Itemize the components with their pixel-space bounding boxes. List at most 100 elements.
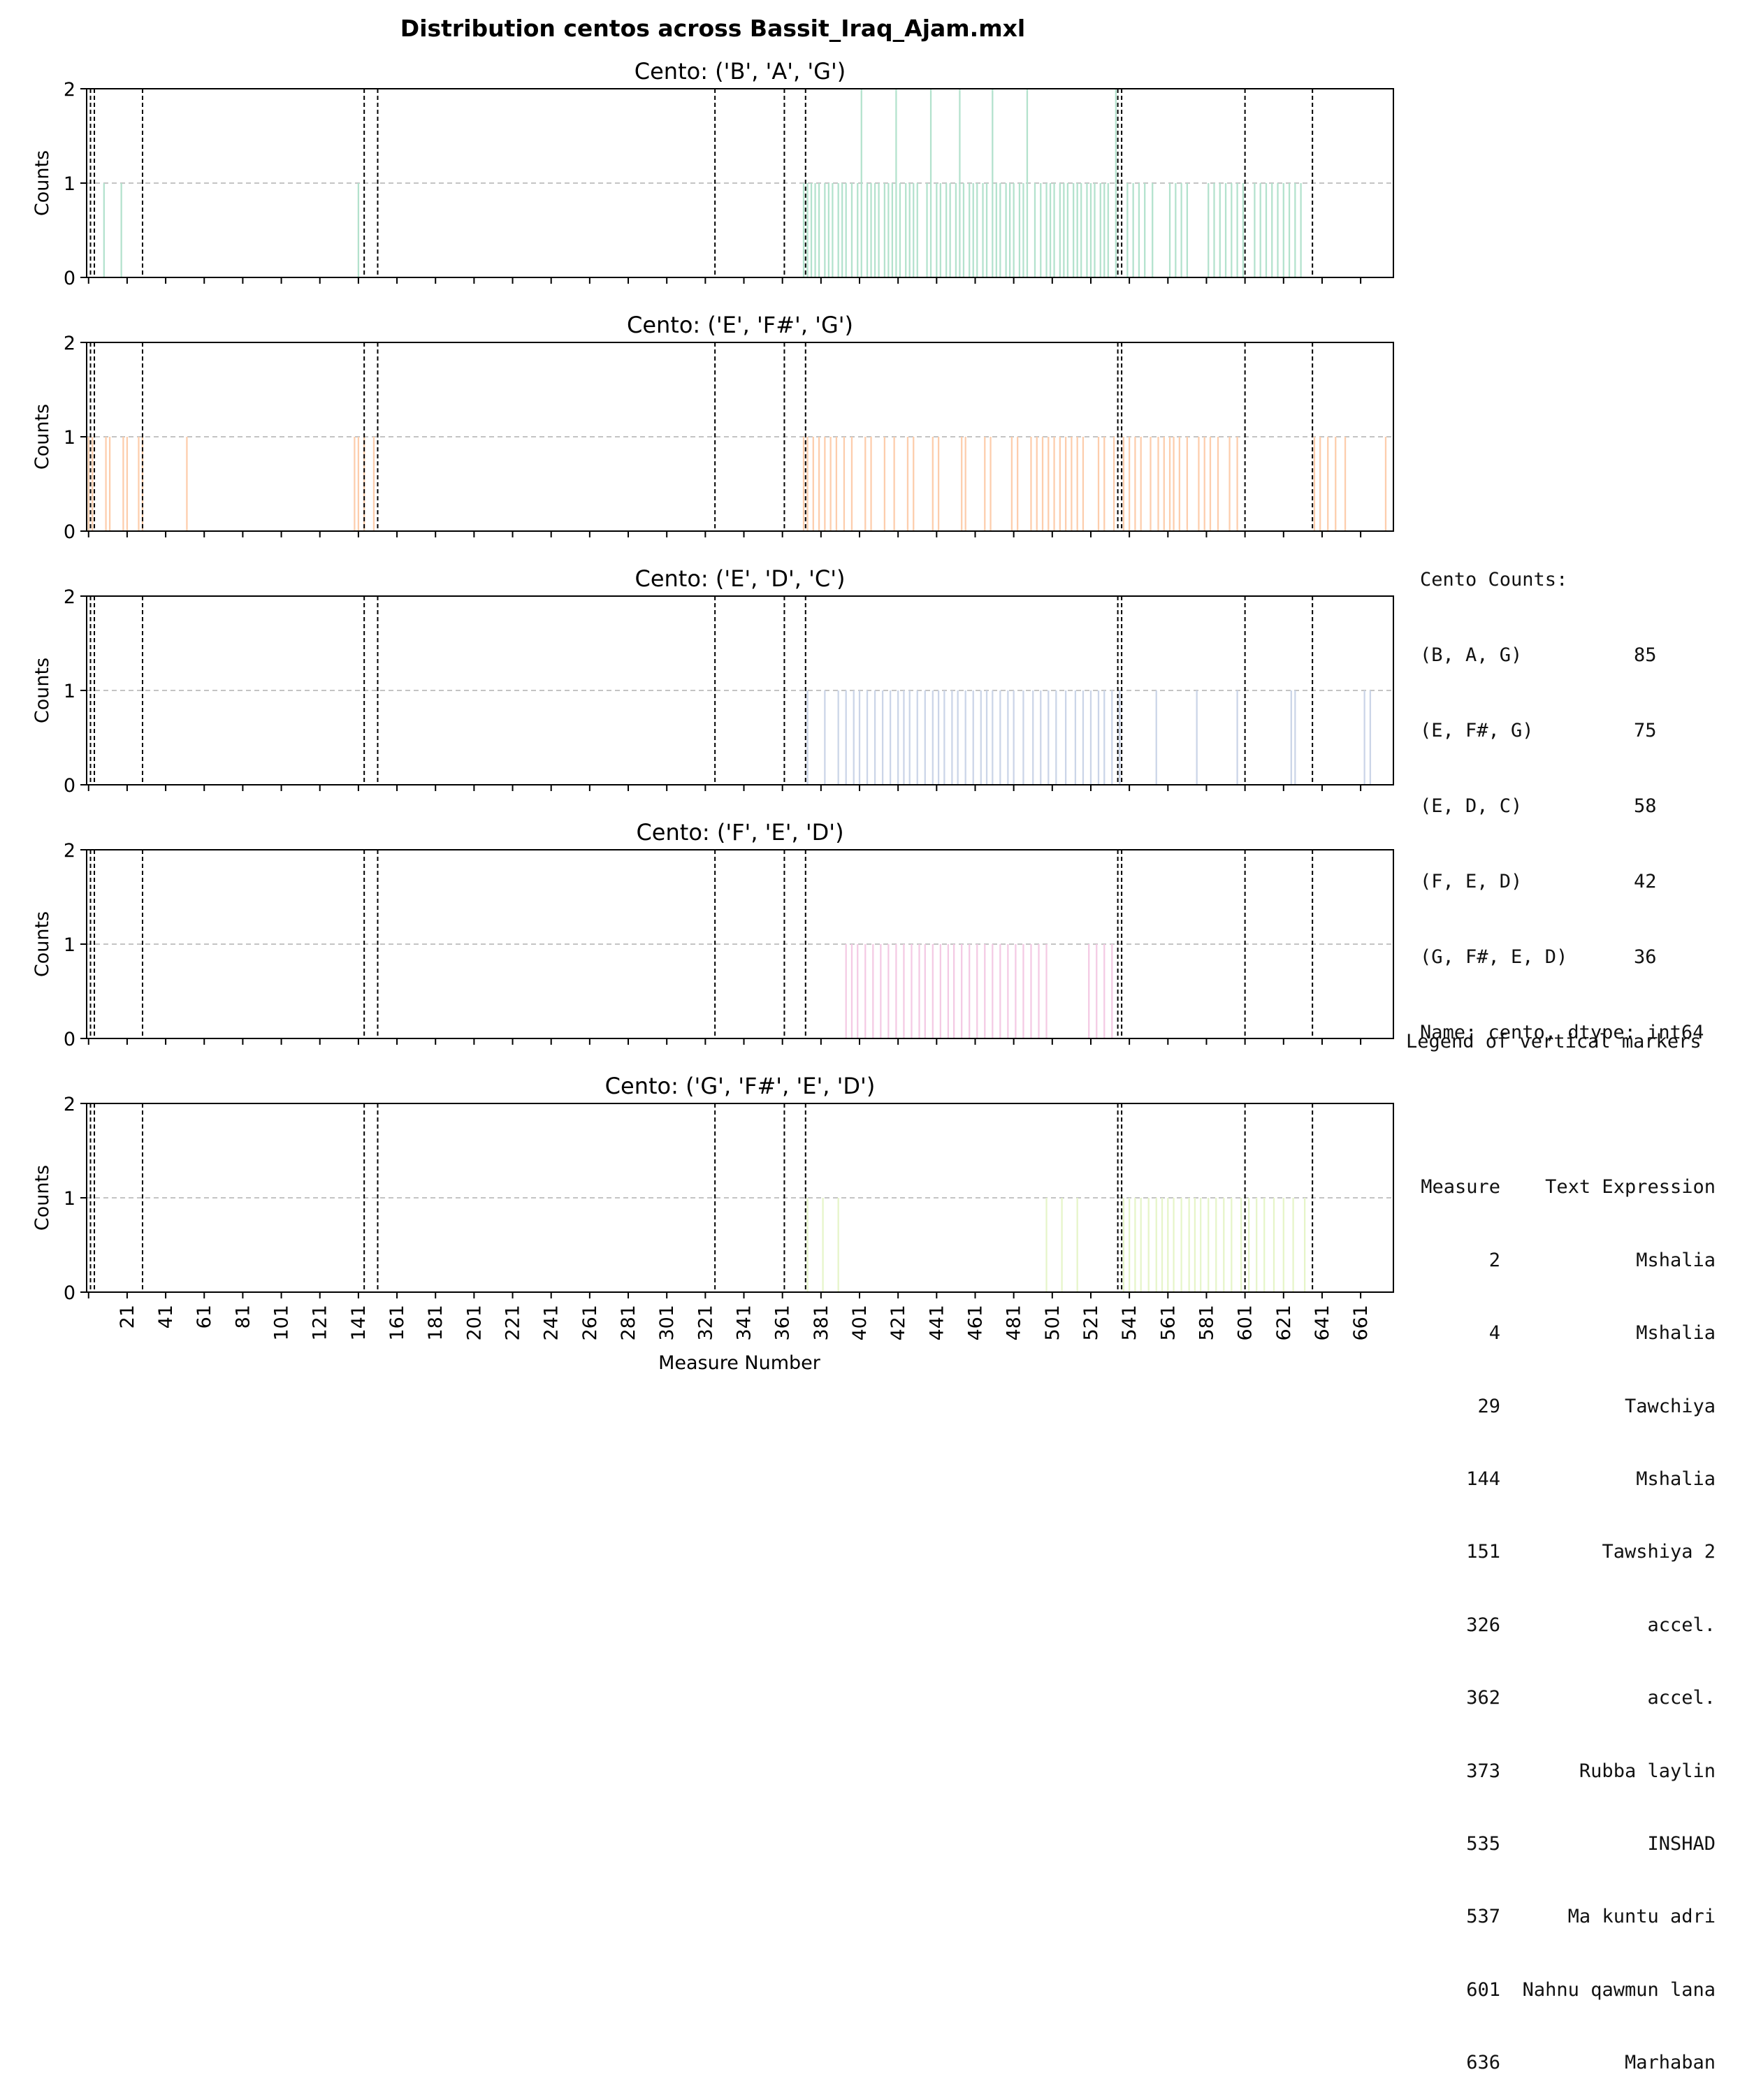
bar (1076, 1198, 1078, 1292)
markers-measure: 601 (1466, 1978, 1500, 2001)
bar (860, 89, 862, 277)
bar (949, 183, 951, 277)
bar (961, 437, 963, 531)
bar (1086, 183, 1088, 277)
x-tick-label: 601 (1235, 1305, 1256, 1341)
cento-counts-label: (G, F#, E, D) (1420, 946, 1568, 968)
bar (1161, 1198, 1164, 1292)
bar (976, 944, 978, 1038)
y-axis-label: Counts (31, 658, 53, 723)
bar (908, 690, 911, 785)
bar (962, 183, 965, 277)
bar (1203, 437, 1205, 531)
bar (1155, 690, 1157, 785)
bar (1049, 183, 1052, 277)
bar (911, 944, 913, 1038)
bar (1224, 183, 1227, 277)
bar (1254, 183, 1256, 277)
bar (1219, 183, 1221, 277)
x-tick-label: 561 (1157, 1305, 1179, 1341)
bar (929, 89, 932, 277)
bar (1231, 1198, 1233, 1292)
bar (1313, 437, 1316, 531)
bar (1030, 944, 1032, 1038)
bar (951, 690, 953, 785)
bar (1138, 183, 1140, 277)
markers-legend-row: 144 Mshalia (1406, 1468, 1716, 1492)
bar (845, 183, 847, 277)
bar (984, 944, 986, 1038)
bar (895, 89, 897, 277)
bar (916, 690, 918, 785)
bar (1152, 183, 1154, 277)
bar (1053, 183, 1055, 277)
bar (824, 183, 826, 277)
subplot-title: Cento: ('E', 'F#', 'G') (627, 312, 853, 338)
bar (964, 437, 966, 531)
bar (1236, 690, 1238, 785)
markers-measure: 636 (1466, 2052, 1500, 2074)
bar (870, 183, 872, 277)
markers-measure: 326 (1466, 1614, 1500, 1636)
bar (880, 944, 882, 1038)
bar (1115, 89, 1117, 277)
markers-legend-row: 373 Rubba laylin (1406, 1760, 1716, 1784)
x-tick-label: 61 (194, 1305, 215, 1328)
bar (1173, 437, 1175, 531)
bar (845, 944, 847, 1038)
y-tick-label: 2 (64, 1094, 75, 1115)
bar (1186, 183, 1189, 277)
bar (1213, 183, 1215, 277)
markers-legend-row: 636 Marhaban (1406, 2051, 1716, 2076)
x-tick-label: 301 (656, 1305, 678, 1341)
bar (878, 183, 880, 277)
subplot-4: Cento: ('G', 'F#', 'E', 'D') Counts 0 1 2 (31, 1073, 1394, 1304)
y-tick-label: 1 (64, 681, 75, 702)
bar (1140, 1198, 1142, 1292)
y-axis-label: Counts (31, 1165, 53, 1231)
bar (972, 183, 974, 277)
bar (122, 437, 124, 531)
bar (992, 89, 994, 277)
cento-counts-row: (E, D, C) 58 (1420, 794, 1704, 819)
bar (1045, 183, 1048, 277)
y-tick-label: 2 (64, 840, 75, 862)
bar (1134, 437, 1136, 531)
bar (1010, 437, 1013, 531)
markers-text: Nahnu qawmun lana (1522, 1978, 1716, 2001)
bar (1064, 437, 1067, 531)
markers-text: Mshalia (1636, 1468, 1716, 1490)
bar (995, 183, 997, 277)
bar (969, 944, 971, 1038)
bar (1292, 1198, 1294, 1292)
bar (984, 437, 986, 531)
bar (1094, 183, 1096, 277)
bar (1041, 437, 1044, 531)
x-tick-label: 281 (618, 1305, 639, 1341)
bar (1022, 183, 1024, 277)
bar (1112, 437, 1115, 531)
markers-measure: 29 (1477, 1395, 1500, 1417)
bar (1228, 437, 1231, 531)
bar (1045, 944, 1048, 1038)
bar (969, 183, 971, 277)
bar (1129, 437, 1131, 531)
bar (999, 944, 1001, 1038)
bar (891, 183, 894, 277)
bar (1288, 183, 1291, 277)
bar (985, 690, 988, 785)
bar (802, 437, 805, 531)
subplot-3: Cento: ('F', 'E', 'D') Counts 0 1 2 (31, 819, 1394, 1050)
figure-title: Distribution centos across Bassit_Iraq_A… (400, 15, 1025, 42)
bar (1089, 690, 1092, 785)
x-tick-label: 221 (502, 1305, 524, 1341)
markers-legend-row: 29 Tawchiya (1406, 1395, 1716, 1419)
markers-measure: 535 (1466, 1832, 1500, 1855)
bar (818, 437, 820, 531)
bar (858, 690, 861, 785)
cento-counts-row: (F, E, D) 42 (1420, 869, 1704, 895)
bar (1198, 437, 1200, 531)
bar (1178, 437, 1180, 531)
bar (802, 183, 805, 277)
cento-counts-label: (E, D, C) (1420, 795, 1523, 817)
